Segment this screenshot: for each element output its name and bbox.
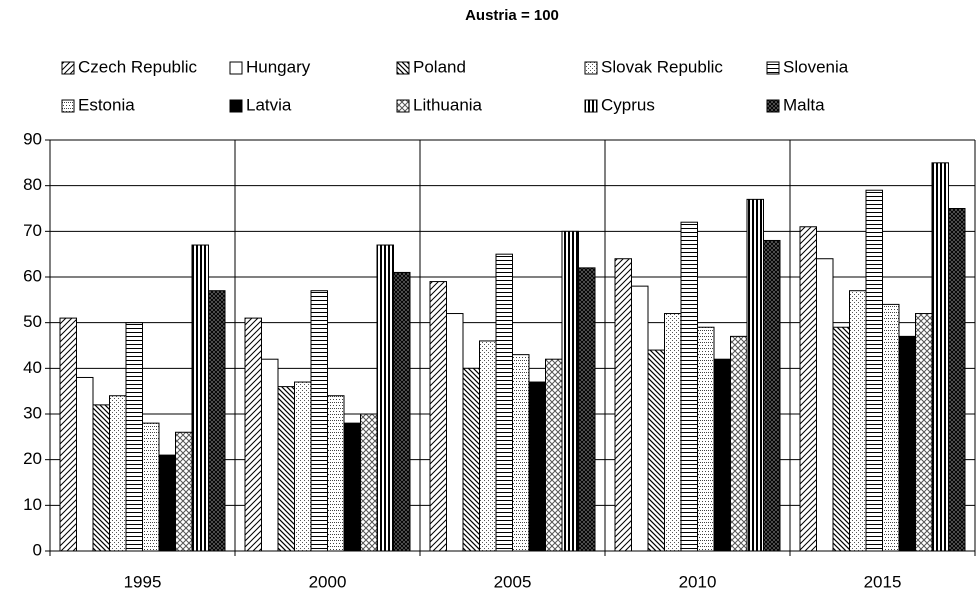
legend-swatch	[766, 61, 780, 75]
bar	[343, 422, 361, 552]
bar	[208, 290, 226, 552]
bar	[429, 281, 447, 552]
bar	[948, 208, 966, 552]
legend-swatch	[766, 99, 780, 113]
y-tick-label: 50	[23, 312, 42, 331]
bar	[816, 258, 834, 552]
bar	[865, 189, 883, 552]
y-tick-label: 0	[33, 540, 42, 559]
bar	[931, 162, 949, 552]
bar	[713, 358, 731, 552]
y-tick-label: 10	[23, 495, 42, 514]
x-tick-label: 2000	[309, 572, 347, 591]
chart-title: Austria = 100	[465, 7, 559, 24]
bar	[528, 381, 546, 552]
bar	[327, 395, 345, 552]
legend-swatch	[396, 61, 410, 75]
legend-swatch	[61, 61, 75, 75]
bar	[294, 381, 312, 552]
y-tick-label: 60	[23, 266, 42, 285]
legend-swatch	[584, 61, 598, 75]
legend-swatch	[61, 99, 75, 113]
bar	[680, 221, 698, 552]
bar	[495, 253, 513, 552]
bar	[446, 313, 464, 552]
bar	[561, 230, 579, 552]
bar	[730, 335, 748, 552]
bar	[832, 326, 850, 552]
bar	[360, 413, 378, 552]
bar	[158, 454, 176, 552]
bar	[376, 244, 394, 552]
bar	[59, 317, 77, 552]
bar	[175, 431, 193, 552]
y-tick-label: 40	[23, 358, 42, 377]
y-tick-label: 70	[23, 221, 42, 240]
x-tick-label: 1995	[124, 572, 162, 591]
legend-label: Cyprus	[601, 95, 655, 114]
bar	[261, 358, 279, 552]
bar	[631, 285, 649, 552]
bar	[882, 303, 900, 552]
bar	[849, 290, 867, 552]
y-tick-label: 20	[23, 449, 42, 468]
x-tick-label: 2015	[864, 572, 902, 591]
bar	[277, 386, 295, 552]
legend-label: Poland	[413, 57, 466, 76]
bar	[479, 340, 497, 552]
bar	[393, 271, 411, 552]
bar	[512, 354, 530, 552]
legend-label: Hungary	[246, 57, 311, 76]
bar	[545, 358, 563, 552]
legend-swatch	[396, 99, 410, 113]
bar	[578, 267, 596, 552]
bar	[109, 395, 127, 552]
bar	[746, 198, 764, 552]
bar	[664, 313, 682, 552]
bar	[76, 376, 94, 552]
bar	[462, 367, 480, 552]
legend-label: Czech Republic	[78, 57, 198, 76]
y-tick-label: 80	[23, 175, 42, 194]
legend-swatch	[584, 99, 598, 113]
bar	[310, 290, 328, 552]
legend-swatch	[229, 99, 243, 113]
legend-label: Slovenia	[783, 57, 849, 76]
legend-label: Malta	[783, 95, 825, 114]
bar	[244, 317, 262, 552]
legend-swatch	[229, 61, 243, 75]
bar	[125, 322, 143, 552]
bar	[142, 422, 160, 552]
bar	[92, 404, 110, 552]
bar	[763, 239, 781, 552]
x-tick-label: 2005	[494, 572, 532, 591]
legend-label: Slovak Republic	[601, 57, 723, 76]
bar	[799, 226, 817, 552]
x-tick-label: 2010	[679, 572, 717, 591]
bar	[697, 326, 715, 552]
y-tick-label: 90	[23, 129, 42, 148]
legend-label: Latvia	[246, 95, 292, 114]
y-tick-label: 30	[23, 403, 42, 422]
bar	[647, 349, 665, 552]
bar	[614, 258, 632, 552]
legend-label: Lithuania	[413, 95, 483, 114]
bar	[898, 335, 916, 552]
bar	[191, 244, 209, 552]
legend-label: Estonia	[78, 95, 135, 114]
bar	[915, 313, 933, 552]
